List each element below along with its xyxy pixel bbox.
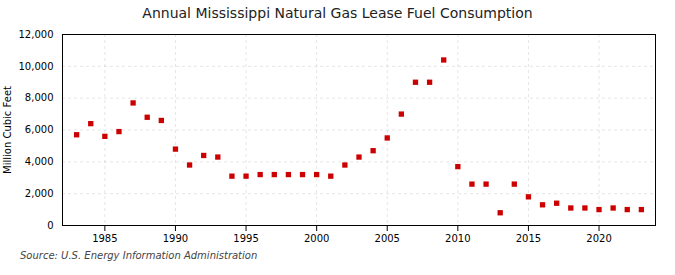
svg-text:1990: 1990 [163, 233, 188, 244]
svg-text:4,000: 4,000 [25, 156, 54, 167]
svg-text:2,000: 2,000 [25, 188, 54, 199]
html-text:Annual Mississippi Natural Gas: Annual Mississippi Natural Gas Lease Fue… [142, 5, 533, 21]
svg-text:2000: 2000 [304, 233, 329, 244]
svg-text:10,000: 10,000 [19, 61, 54, 72]
svg-text:8,000: 8,000 [25, 92, 54, 103]
html-text:Source: U.S. Energy Informatio: Source: U.S. Energy Information Administ… [20, 250, 258, 261]
svg-text:12,000: 12,000 [19, 29, 54, 40]
svg-text:2005: 2005 [375, 233, 400, 244]
svg-text:Million Cubic Feet: Million Cubic Feet [2, 86, 13, 174]
svg-text:2010: 2010 [445, 233, 470, 244]
svg-text:0: 0 [47, 220, 53, 231]
svg-text:1995: 1995 [233, 233, 258, 244]
svg-text:1985: 1985 [92, 233, 117, 244]
svg-text:6,000: 6,000 [25, 124, 54, 135]
svg-text:2020: 2020 [586, 233, 611, 244]
svg-text:2015: 2015 [516, 233, 541, 244]
